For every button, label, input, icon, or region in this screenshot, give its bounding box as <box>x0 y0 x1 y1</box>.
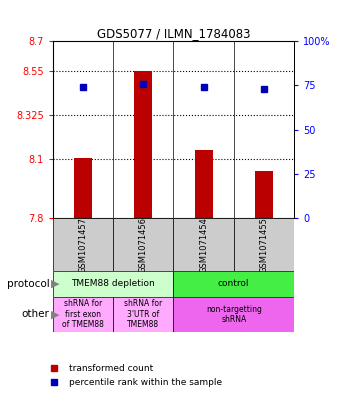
Bar <box>113 218 173 271</box>
Text: transformed count: transformed count <box>69 364 153 373</box>
Bar <box>173 297 294 332</box>
Bar <box>53 297 113 332</box>
Bar <box>194 150 212 218</box>
Bar <box>74 158 92 218</box>
Text: control: control <box>218 279 250 288</box>
Bar <box>255 171 273 218</box>
Text: ▶: ▶ <box>51 309 60 320</box>
Text: other: other <box>21 309 49 320</box>
Text: GSM1071457: GSM1071457 <box>79 217 87 273</box>
Text: ▶: ▶ <box>51 279 60 289</box>
Text: shRNA for
first exon
of TMEM88: shRNA for first exon of TMEM88 <box>62 299 104 329</box>
Text: non-targetting
shRNA: non-targetting shRNA <box>206 305 262 324</box>
Bar <box>53 218 113 271</box>
Text: protocol: protocol <box>6 279 49 289</box>
Text: TMEM88 depletion: TMEM88 depletion <box>71 279 155 288</box>
Bar <box>173 218 234 271</box>
Bar <box>113 297 173 332</box>
Bar <box>53 271 173 297</box>
Bar <box>234 218 294 271</box>
Title: GDS5077 / ILMN_1784083: GDS5077 / ILMN_1784083 <box>97 27 250 40</box>
Text: GSM1071456: GSM1071456 <box>139 217 148 273</box>
Text: GSM1071455: GSM1071455 <box>259 217 268 273</box>
Bar <box>134 71 152 218</box>
Text: percentile rank within the sample: percentile rank within the sample <box>69 378 222 387</box>
Bar <box>173 271 294 297</box>
Text: GSM1071454: GSM1071454 <box>199 217 208 273</box>
Text: shRNA for
3'UTR of
TMEM88: shRNA for 3'UTR of TMEM88 <box>124 299 163 329</box>
